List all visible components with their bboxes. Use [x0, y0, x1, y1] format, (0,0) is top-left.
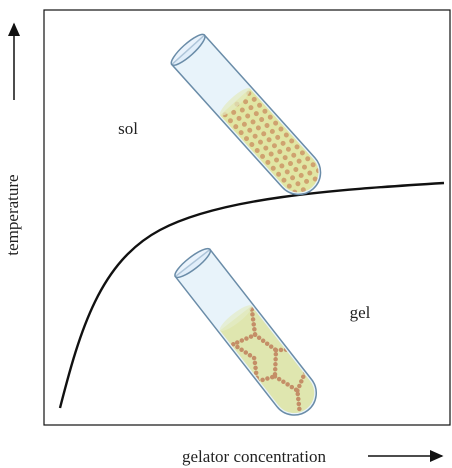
x-axis-label: gelator concentration	[182, 447, 326, 466]
sol-tube	[168, 31, 330, 204]
phase-diagram: sol gel temperature gelator concentratio…	[0, 0, 452, 468]
gel-tube	[172, 245, 325, 424]
sol-label: sol	[118, 119, 138, 138]
gel-label: gel	[350, 303, 371, 322]
y-axis-label: temperature	[3, 174, 22, 255]
